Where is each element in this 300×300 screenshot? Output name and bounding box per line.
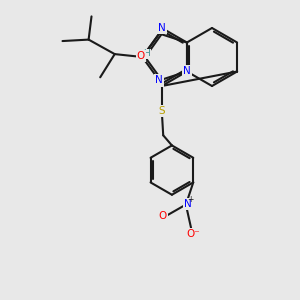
Text: +: + <box>188 195 194 204</box>
Text: N: N <box>155 76 163 85</box>
Text: O⁻: O⁻ <box>187 229 200 239</box>
Text: S: S <box>158 106 165 116</box>
Text: O: O <box>158 211 167 221</box>
Text: N: N <box>183 67 191 76</box>
Text: H: H <box>143 50 150 58</box>
Text: O: O <box>137 51 145 61</box>
Text: N: N <box>158 23 166 33</box>
Text: N: N <box>184 199 192 208</box>
